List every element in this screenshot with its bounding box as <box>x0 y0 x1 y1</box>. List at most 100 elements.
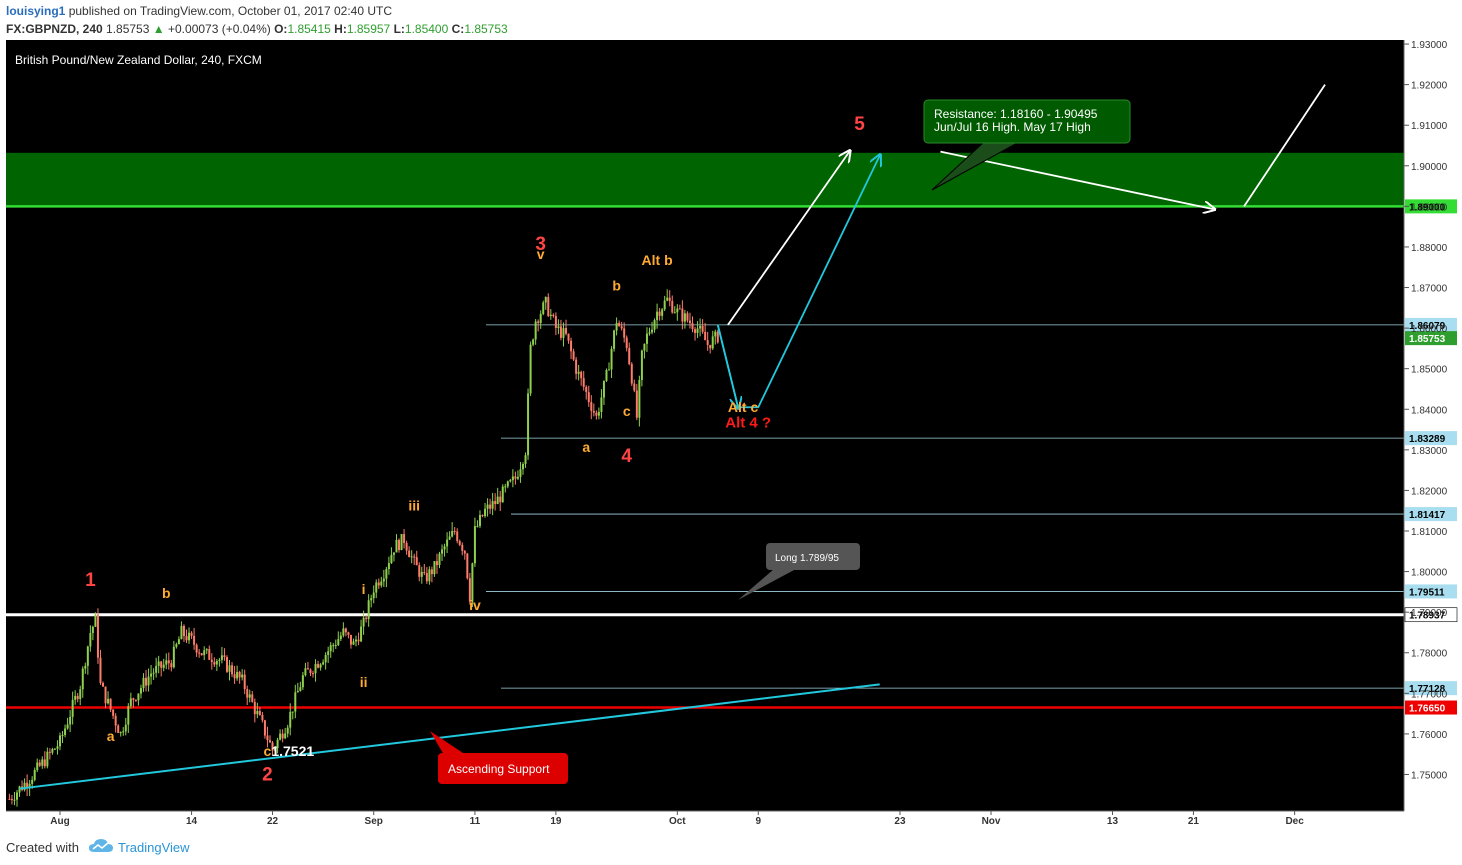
candle-body <box>413 556 416 558</box>
candle-body <box>241 674 244 678</box>
support-callout-pointer <box>430 731 466 755</box>
candle-body <box>109 698 112 710</box>
wave-label: v <box>537 246 545 262</box>
candle-body <box>539 313 542 323</box>
candle-body <box>377 582 380 586</box>
candle-body <box>182 625 185 637</box>
candle-body <box>478 515 481 526</box>
candle-body <box>86 646 89 666</box>
candle-body <box>415 557 418 566</box>
candle-body <box>562 328 565 338</box>
y-tick-label: 1.91000 <box>1411 121 1448 132</box>
candle-body <box>666 297 669 301</box>
y-tick-label: 1.84000 <box>1411 405 1448 416</box>
candle-body <box>372 592 375 599</box>
candle-body <box>694 329 697 333</box>
long-callout[interactable] <box>766 543 860 570</box>
candle-body <box>231 665 234 675</box>
candle-body <box>704 331 707 341</box>
quote-line: FX:GBPNZD, 240 1.85753 ▲ +0.00073 (+0.04… <box>6 22 508 36</box>
candle-body <box>225 657 228 672</box>
projection-arrow-down[interactable] <box>716 324 738 407</box>
projection-path[interactable] <box>1243 84 1326 207</box>
wave-label: c <box>623 403 631 419</box>
projection-path[interactable] <box>727 152 849 326</box>
candle-body <box>124 724 127 732</box>
candle-body <box>304 668 307 676</box>
candle-body <box>309 669 312 674</box>
wave-label: 1.7521 <box>271 743 314 759</box>
symbol-label[interactable]: FX:GBPNZD, 240 <box>6 22 103 36</box>
tradingview-cloud-icon[interactable] <box>88 838 114 854</box>
candle-body <box>706 340 709 345</box>
wave-label: Alt b <box>642 252 673 268</box>
candle-body <box>534 321 537 340</box>
candle-body <box>511 476 514 481</box>
candle-body <box>91 626 94 634</box>
candle-body <box>152 672 155 674</box>
candle-body <box>425 573 428 582</box>
chart-title: British Pound/New Zealand Dollar, 240, F… <box>15 53 262 67</box>
chart-area[interactable]: Resistance: 1.18160 - 1.90495 Jun/Jul 16 … <box>6 40 1462 828</box>
candle-body <box>150 673 153 677</box>
candle-body <box>446 539 449 547</box>
candle-body <box>266 735 269 741</box>
price-tag <box>1405 584 1457 599</box>
projection-path[interactable] <box>940 150 1213 210</box>
candle-body <box>218 659 221 662</box>
candle-body <box>362 617 365 627</box>
candle-body <box>468 578 471 602</box>
candle-body <box>699 325 702 329</box>
time-axis[interactable] <box>6 811 1404 828</box>
y-tick-label: 1.83000 <box>1411 446 1448 457</box>
price-tag-label: 1.79511 <box>1409 587 1445 598</box>
candle-body <box>582 378 585 387</box>
wave-label: Alt c <box>728 399 759 415</box>
x-tick-label: Aug <box>50 816 69 827</box>
candle-body <box>162 664 165 668</box>
candle-body <box>117 725 120 733</box>
candle-body <box>709 344 712 349</box>
candle-body <box>438 553 441 566</box>
resistance-callout-line-2: Jun/Jul 16 High. May 17 High <box>934 120 1091 134</box>
candle-body <box>423 571 426 574</box>
candle-body <box>519 469 522 477</box>
candle-body <box>10 798 13 800</box>
y-tick-label: 1.93000 <box>1411 40 1448 51</box>
candle-body <box>375 582 378 593</box>
price-tag <box>1405 199 1457 214</box>
candle-body <box>8 798 11 800</box>
support-callout[interactable] <box>438 753 568 784</box>
tradingview-link[interactable]: TradingView <box>118 840 190 855</box>
candle-body <box>13 799 16 801</box>
candle-body <box>567 333 570 341</box>
resistance-callout[interactable] <box>923 99 1131 144</box>
candle-body <box>537 321 540 323</box>
wave-label: 5 <box>854 114 865 135</box>
candle-body <box>658 311 661 316</box>
candle-body <box>41 759 44 766</box>
candle-body <box>294 692 297 712</box>
y-tick-label: 1.82000 <box>1411 486 1448 497</box>
price-tag <box>1404 607 1458 623</box>
candle-body <box>595 412 598 416</box>
wave-label: b <box>162 585 171 601</box>
wave-label: iv <box>469 597 481 613</box>
x-tick-label: Oct <box>669 816 686 827</box>
candle-body <box>102 682 105 687</box>
candle-body <box>466 553 469 579</box>
candle-body <box>51 748 54 753</box>
candle-body <box>251 694 254 702</box>
candle-body <box>286 727 289 734</box>
author-link[interactable]: louisying1 <box>6 4 66 18</box>
candle-body <box>663 300 666 310</box>
publish-line: louisying1 published on TradingView.com,… <box>6 4 392 18</box>
y-tick-label: 1.86000 <box>1411 324 1448 335</box>
candle-body <box>157 661 160 666</box>
candle-body <box>352 641 355 645</box>
candle-body <box>119 732 122 734</box>
candle-body <box>585 386 588 393</box>
candle-body <box>504 486 507 488</box>
ascending-support-line[interactable] <box>19 683 880 790</box>
